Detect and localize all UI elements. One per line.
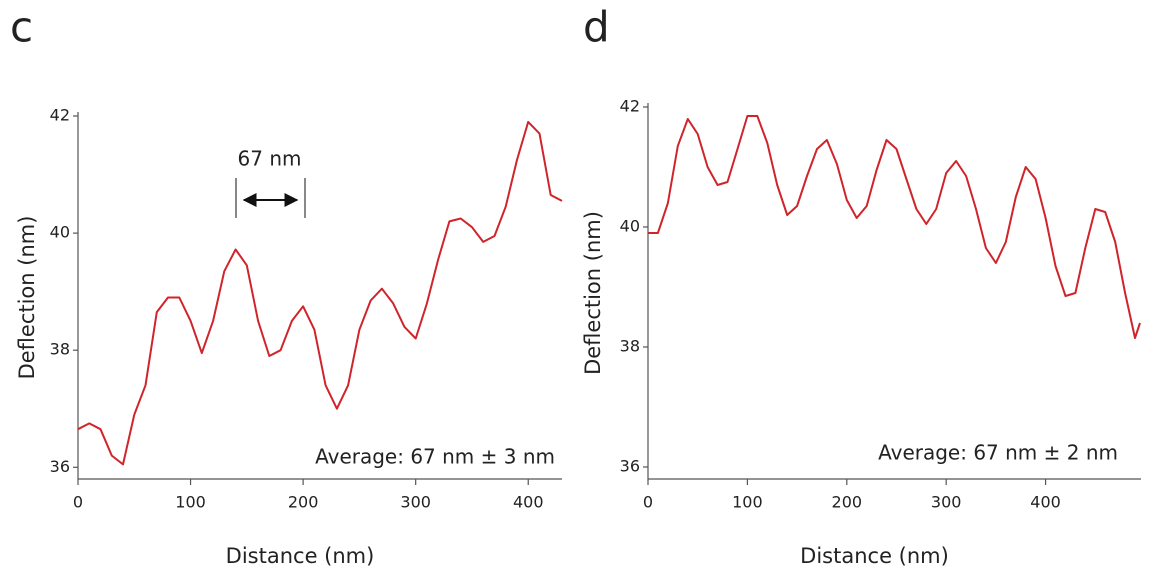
x-tick-label: 200: [832, 493, 863, 512]
data-line: [77, 120, 563, 466]
y-tick-label: 42: [50, 106, 70, 125]
data-line: [648, 115, 1141, 339]
panel-label: d: [583, 3, 610, 52]
y-tick-label: 42: [620, 97, 640, 116]
y-tick-label: 40: [50, 223, 70, 242]
x-tick-label: 400: [513, 493, 544, 512]
x-axis-label: Distance (nm): [226, 544, 375, 568]
x-tick-label: 200: [288, 493, 319, 512]
x-tick-label: 100: [732, 493, 763, 512]
y-tick-label: 36: [620, 457, 640, 476]
x-tick-label: 300: [931, 493, 962, 512]
annotation: Average: 67 nm ± 2 nm: [878, 441, 1118, 465]
y-axis-label: Deflection (nm): [15, 216, 39, 380]
y-tick-label: 38: [50, 340, 70, 359]
y-tick-label: 40: [620, 217, 640, 236]
x-tick-label: 300: [400, 493, 431, 512]
annotation: Average: 67 nm ± 3 nm: [315, 445, 555, 469]
annotation: 67 nm: [238, 147, 302, 171]
y-tick-label: 38: [620, 337, 640, 356]
y-axis-label: Deflection (nm): [581, 211, 605, 375]
y-tick-label: 36: [50, 457, 70, 476]
x-tick-label: 0: [643, 493, 653, 512]
x-axis-label: Distance (nm): [800, 544, 949, 568]
panel-label: c: [10, 3, 33, 52]
x-tick-label: 400: [1030, 493, 1061, 512]
x-tick-label: 100: [175, 493, 206, 512]
x-tick-label: 0: [73, 493, 83, 512]
